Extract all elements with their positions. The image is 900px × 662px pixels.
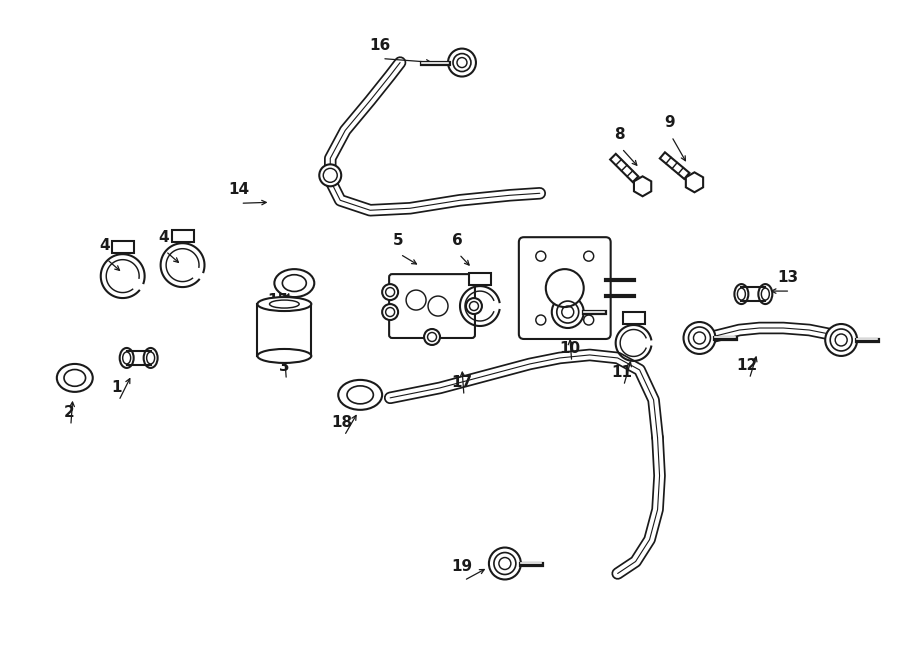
Ellipse shape <box>382 284 398 300</box>
Text: 4: 4 <box>158 230 169 245</box>
Ellipse shape <box>545 269 584 307</box>
FancyBboxPatch shape <box>623 312 644 324</box>
FancyBboxPatch shape <box>172 230 194 242</box>
Ellipse shape <box>144 348 158 368</box>
FancyBboxPatch shape <box>389 274 475 338</box>
Text: 11: 11 <box>611 365 632 380</box>
Ellipse shape <box>424 329 440 345</box>
Text: 18: 18 <box>332 415 353 430</box>
Text: 2: 2 <box>63 405 74 420</box>
Ellipse shape <box>759 284 772 304</box>
Ellipse shape <box>734 284 749 304</box>
Text: 6: 6 <box>452 233 463 248</box>
Polygon shape <box>660 152 689 179</box>
Ellipse shape <box>257 297 311 311</box>
Text: 9: 9 <box>664 115 675 130</box>
Ellipse shape <box>320 164 341 186</box>
Ellipse shape <box>120 348 134 368</box>
Text: 14: 14 <box>228 182 249 197</box>
Ellipse shape <box>683 322 716 354</box>
Text: 4: 4 <box>99 238 110 253</box>
Text: 17: 17 <box>452 375 472 390</box>
Ellipse shape <box>382 304 398 320</box>
Ellipse shape <box>489 547 521 579</box>
Polygon shape <box>634 176 652 197</box>
Text: 1: 1 <box>112 380 122 395</box>
Text: 10: 10 <box>559 341 580 356</box>
FancyBboxPatch shape <box>469 273 491 285</box>
Text: 15: 15 <box>268 293 289 308</box>
Ellipse shape <box>257 349 311 363</box>
Ellipse shape <box>825 324 857 356</box>
Ellipse shape <box>466 298 482 314</box>
Ellipse shape <box>552 296 584 328</box>
Text: 3: 3 <box>279 359 290 374</box>
Ellipse shape <box>448 48 476 77</box>
FancyBboxPatch shape <box>112 241 134 253</box>
Text: 12: 12 <box>737 358 758 373</box>
Text: 5: 5 <box>392 233 403 248</box>
Polygon shape <box>610 154 638 182</box>
Text: 13: 13 <box>778 270 799 285</box>
Text: 19: 19 <box>452 559 472 575</box>
FancyBboxPatch shape <box>519 237 611 339</box>
Text: 7: 7 <box>590 270 601 285</box>
Text: 8: 8 <box>615 127 625 142</box>
Polygon shape <box>686 172 703 192</box>
Text: 16: 16 <box>370 38 391 52</box>
